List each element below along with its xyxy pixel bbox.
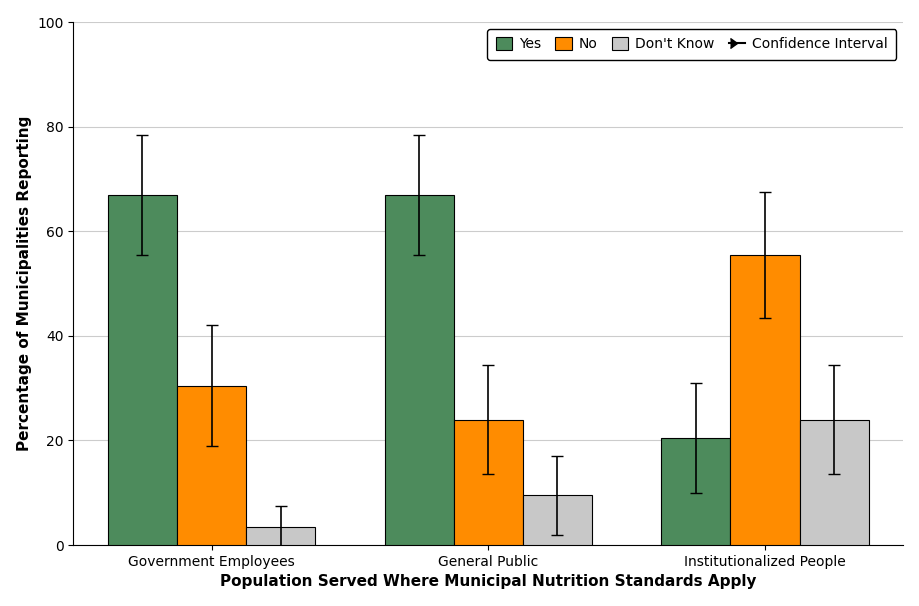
- Bar: [730, 255, 799, 545]
- Bar: [176, 385, 246, 545]
- Bar: [246, 527, 315, 545]
- X-axis label: Population Served Where Municipal Nutrition Standards Apply: Population Served Where Municipal Nutrit…: [220, 574, 755, 589]
- Bar: [522, 495, 592, 545]
- Bar: [661, 438, 730, 545]
- Legend: Yes, No, Don't Know, Confidence Interval: Yes, No, Don't Know, Confidence Interval: [487, 29, 895, 60]
- Bar: [108, 195, 176, 545]
- Bar: [799, 419, 868, 545]
- Bar: [384, 195, 453, 545]
- Bar: [453, 419, 522, 545]
- Y-axis label: Percentage of Municipalities Reporting: Percentage of Municipalities Reporting: [17, 116, 31, 451]
